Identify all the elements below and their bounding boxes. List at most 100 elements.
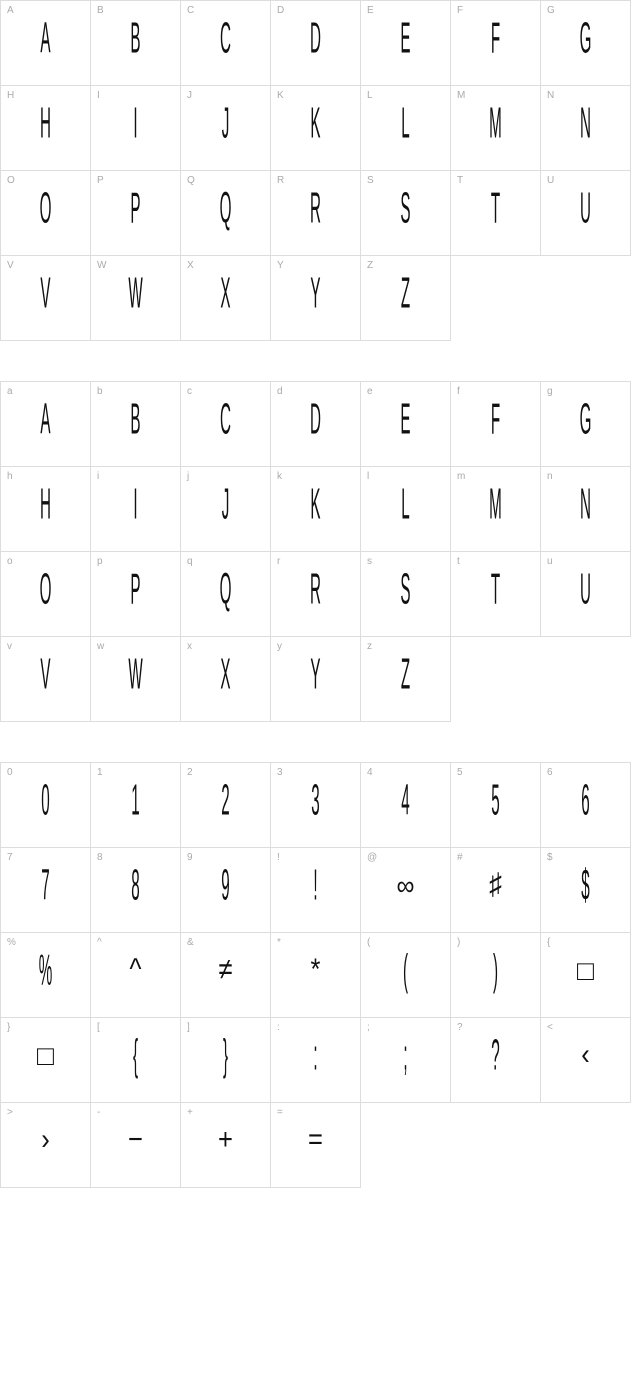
glyph-display: K — [298, 483, 334, 527]
glyph-label: o — [7, 556, 13, 567]
glyph-display: + — [188, 1125, 264, 1155]
glyph-display: H — [28, 102, 64, 146]
glyph-cell: WW — [91, 256, 181, 341]
glyph-display: % — [28, 949, 64, 993]
glyph-cell: DD — [271, 1, 361, 86]
glyph-label: l — [367, 471, 369, 482]
glyph-label: ? — [457, 1022, 463, 1033]
glyph-cell: %% — [1, 933, 91, 1018]
glyph-label: % — [7, 937, 16, 948]
glyph-display: 1 — [118, 779, 154, 823]
glyph-label: r — [277, 556, 280, 567]
glyph-cell: }□ — [1, 1018, 91, 1103]
glyph-label: q — [187, 556, 193, 567]
glyph-display: ( — [388, 949, 424, 993]
glyph-cell: qQ — [181, 552, 271, 637]
glyph-display: U — [568, 187, 604, 231]
glyph-display: 2 — [208, 779, 244, 823]
glyph-label: Q — [187, 175, 195, 186]
glyph-cell: @∞ — [361, 848, 451, 933]
glyph-cell: -− — [91, 1103, 181, 1188]
glyph-display: * — [278, 955, 354, 985]
glyph-label: $ — [547, 852, 553, 863]
glyph-cell: vV — [1, 637, 91, 722]
glyph-label: 1 — [97, 767, 103, 778]
glyph-cell: <‹ — [541, 1018, 631, 1103]
glyph-display: W — [118, 653, 154, 697]
glyph-label: 2 — [187, 767, 193, 778]
glyph-cell: dD — [271, 382, 361, 467]
glyph-display: 0 — [28, 779, 64, 823]
glyph-label: R — [277, 175, 284, 186]
glyph-cell: XX — [181, 256, 271, 341]
glyph-label: m — [457, 471, 465, 482]
glyph-cell: 44 — [361, 763, 451, 848]
glyph-display: 9 — [208, 864, 244, 908]
glyph-display: C — [208, 398, 244, 442]
glyph-cell: NN — [541, 86, 631, 171]
glyph-cell: QQ — [181, 171, 271, 256]
glyph-display: M — [478, 483, 514, 527]
glyph-display: 8 — [118, 864, 154, 908]
glyph-display: A — [28, 398, 64, 442]
glyph-cell: :: — [271, 1018, 361, 1103]
glyph-display: I — [118, 102, 154, 146]
glyph-display: 7 — [28, 864, 64, 908]
glyph-cell: nN — [541, 467, 631, 552]
glyph-label: # — [457, 852, 463, 863]
glyph-label: E — [367, 5, 374, 16]
glyph-label: y — [277, 641, 282, 652]
glyph-display: P — [118, 187, 154, 231]
character-map-root: AABBCCDDEEFFGGHHIIJJKKLLMMNNOOPPQQRRSSTT… — [0, 0, 640, 1188]
glyph-label: < — [547, 1022, 553, 1033]
glyph-cell: mM — [451, 467, 541, 552]
glyph-label: k — [277, 471, 282, 482]
glyph-cell: rR — [271, 552, 361, 637]
glyph-label: 6 — [547, 767, 553, 778]
glyph-display: I — [118, 483, 154, 527]
glyph-label: e — [367, 386, 373, 397]
glyph-cell: oO — [1, 552, 91, 637]
glyph-display: R — [298, 568, 334, 612]
glyph-label: d — [277, 386, 283, 397]
glyph-cell: sS — [361, 552, 451, 637]
glyph-cell: LL — [361, 86, 451, 171]
glyph-display: Y — [298, 272, 334, 316]
glyph-label: A — [7, 5, 14, 16]
glyph-label: J — [187, 90, 192, 101]
glyph-label: P — [97, 175, 104, 186]
glyph-cell: (( — [361, 933, 451, 1018]
glyph-cell: == — [271, 1103, 361, 1188]
glyph-display: D — [298, 398, 334, 442]
glyph-cell: gG — [541, 382, 631, 467]
glyph-label: F — [457, 5, 463, 16]
glyph-label: & — [187, 937, 194, 948]
glyph-cell: EE — [361, 1, 451, 86]
glyph-label: N — [547, 90, 554, 101]
glyph-cell: 77 — [1, 848, 91, 933]
glyph-cell: KK — [271, 86, 361, 171]
glyph-cell: >› — [1, 1103, 91, 1188]
glyph-cell: UU — [541, 171, 631, 256]
glyph-cell: 11 — [91, 763, 181, 848]
glyph-cell: [{ — [91, 1018, 181, 1103]
glyph-cell: ** — [271, 933, 361, 1018]
glyph-cell: OO — [1, 171, 91, 256]
glyph-display: X — [208, 272, 244, 316]
glyph-label: w — [97, 641, 104, 652]
glyph-display: T — [478, 187, 514, 231]
glyph-cell: 22 — [181, 763, 271, 848]
glyph-display: F — [478, 17, 514, 61]
glyph-cell: ++ — [181, 1103, 271, 1188]
glyph-label: T — [457, 175, 463, 186]
glyph-cell: 99 — [181, 848, 271, 933]
glyph-cell: wW — [91, 637, 181, 722]
glyph-display: 6 — [568, 779, 604, 823]
glyph-cell: cC — [181, 382, 271, 467]
glyph-cell: kK — [271, 467, 361, 552]
glyph-label: 3 — [277, 767, 283, 778]
glyph-cell: 55 — [451, 763, 541, 848]
glyph-display: S — [388, 187, 424, 231]
glyph-display: A — [28, 17, 64, 61]
glyph-cell: eE — [361, 382, 451, 467]
